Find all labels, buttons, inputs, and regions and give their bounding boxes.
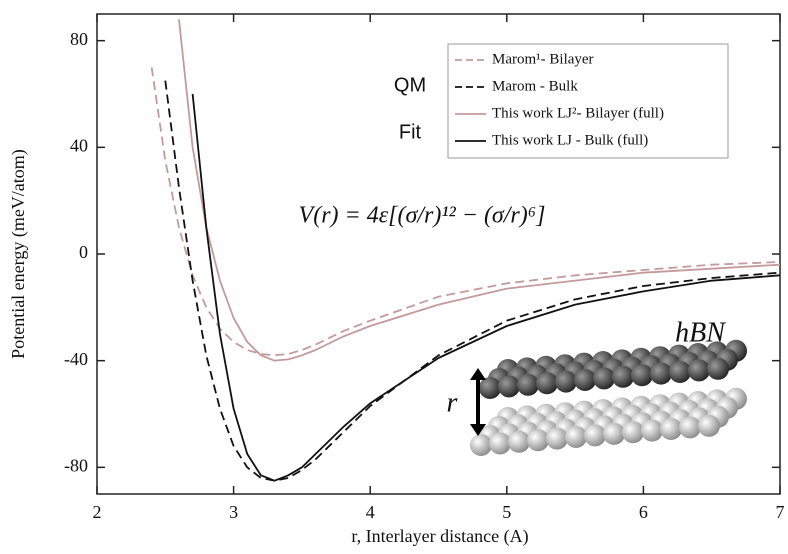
legend-label: This work LJ²- Bilayer (full): [492, 105, 664, 121]
atom: [470, 434, 492, 456]
legend: [447, 43, 729, 159]
atom: [612, 365, 634, 388]
atom: [546, 427, 568, 450]
atom: [498, 375, 520, 398]
x-tick-label: 7: [776, 502, 785, 522]
legend-label: This work LJ - Bulk (full): [492, 132, 648, 148]
distance-label: r: [447, 387, 458, 418]
series-line: [164, 80, 780, 482]
series-line: [178, 19, 780, 362]
x-axis-label: r, Interlayer distance (A): [351, 526, 528, 547]
atom: [508, 430, 530, 453]
atom: [574, 369, 596, 391]
legend-label: Marom - Bulk: [492, 78, 578, 94]
atom: [641, 419, 663, 442]
atom: [603, 422, 625, 445]
x-tick-label: 4: [366, 502, 375, 522]
atom: [650, 362, 672, 385]
y-tick-label: -80: [64, 455, 88, 475]
atom: [631, 364, 653, 387]
atom: [669, 361, 691, 383]
series-line: [191, 93, 780, 482]
atom: [517, 373, 539, 396]
atom: [679, 416, 701, 439]
atom: [622, 421, 644, 444]
equation: V(r) = 4ε[(σ/r)¹² − (σ/r)⁶]: [299, 203, 546, 229]
atom: [688, 359, 710, 382]
atom: [698, 414, 720, 437]
x-tick-label: 2: [93, 502, 102, 522]
qm-label: QM: [394, 74, 426, 96]
y-tick-label: 0: [79, 242, 88, 262]
atom: [593, 367, 615, 390]
atom: [565, 426, 587, 448]
x-tick-label: 3: [229, 502, 238, 522]
legend-label: Marom¹- Bilayer: [492, 51, 594, 67]
x-tick-label: 5: [502, 502, 511, 522]
atom: [584, 424, 606, 447]
atom: [489, 432, 511, 455]
atom: [660, 418, 682, 440]
fit-label: Fit: [399, 121, 422, 143]
y-axis-label: Potential energy (meV/atom): [8, 149, 29, 359]
atom: [536, 372, 558, 395]
hbn-illustration: [470, 339, 747, 456]
atom: [707, 357, 729, 380]
atom: [479, 377, 501, 399]
atom: [555, 370, 577, 393]
y-tick-label: -40: [64, 349, 88, 369]
distance-arrow: [470, 368, 486, 436]
y-tick-label: 40: [70, 135, 88, 155]
x-tick-label: 6: [639, 502, 648, 522]
atom: [527, 429, 549, 452]
material-label: hBN: [675, 317, 726, 348]
y-tick-label: 80: [70, 29, 88, 49]
